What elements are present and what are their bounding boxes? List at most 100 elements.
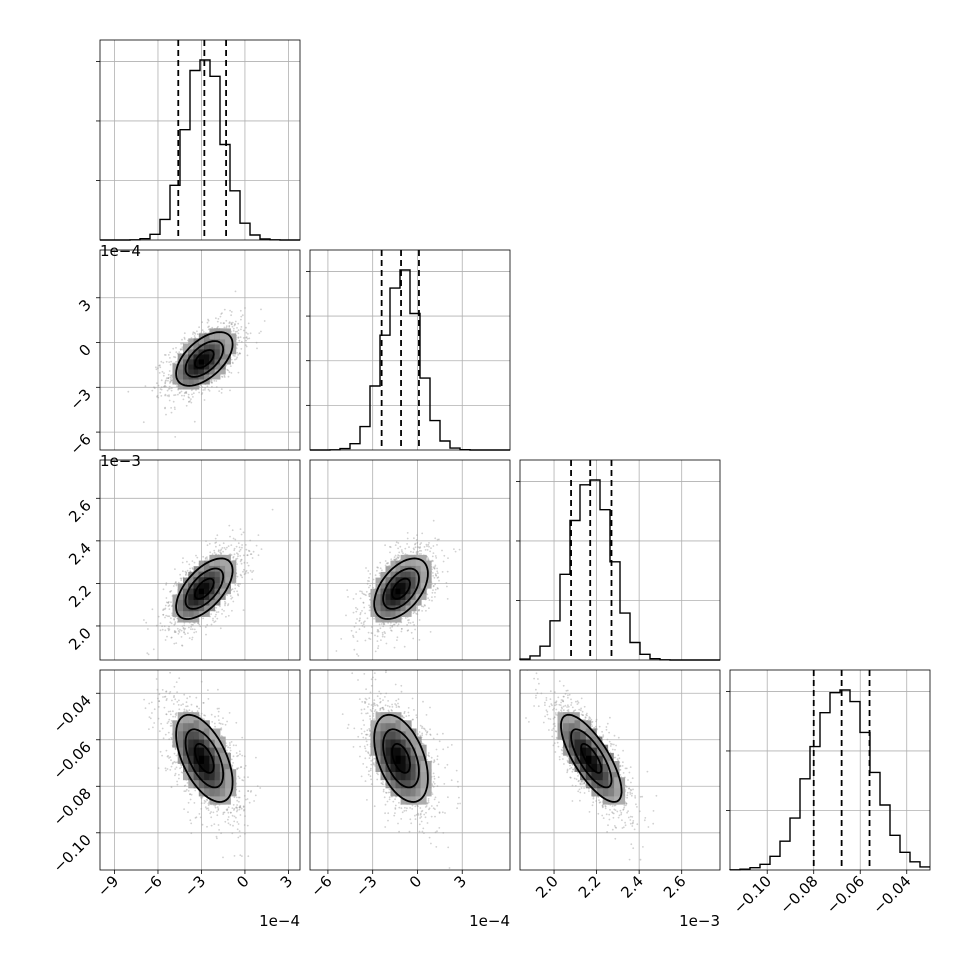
sample-point: [164, 639, 167, 641]
sample-point: [199, 625, 202, 628]
sample-point: [395, 541, 398, 544]
sample-point: [418, 549, 421, 552]
sample-point: [165, 377, 168, 380]
sample-point: [181, 644, 183, 647]
sample-point: [434, 591, 436, 594]
sample-point: [355, 631, 358, 633]
sample-point: [182, 398, 185, 401]
sample-point: [377, 629, 380, 632]
sample-point: [415, 550, 418, 553]
panel-1-0: [99, 249, 301, 451]
sample-point: [234, 290, 237, 293]
sample-point: [238, 339, 241, 342]
sample-point: [168, 385, 171, 388]
sample-point: [170, 636, 173, 639]
sample-point: [168, 387, 171, 390]
sample-point: [218, 719, 220, 721]
sample-point: [191, 628, 194, 631]
sample-point: [164, 393, 167, 396]
sample-point: [370, 632, 373, 634]
sample-point: [169, 382, 171, 384]
sample-point: [215, 553, 218, 556]
sample-point: [169, 379, 172, 381]
sample-point: [413, 548, 415, 551]
sample-point: [363, 626, 366, 628]
sample-point: [163, 385, 165, 388]
sample-point: [206, 558, 209, 560]
sample-point: [198, 714, 201, 717]
sample-point: [148, 728, 150, 730]
sample-point: [236, 590, 239, 593]
sample-point: [163, 608, 166, 611]
sample-point: [167, 627, 170, 630]
sample-point: [376, 566, 379, 569]
sample-point: [234, 584, 237, 586]
sample-point: [220, 727, 223, 730]
sample-point: [168, 615, 171, 618]
sample-point: [227, 375, 230, 378]
sample-point: [190, 389, 193, 392]
sample-point: [435, 574, 438, 577]
sample-point: [434, 583, 436, 586]
sample-point: [148, 702, 151, 705]
sample-point: [240, 574, 243, 577]
sample-point: [223, 376, 226, 378]
sample-point: [210, 613, 213, 615]
sample-point: [434, 588, 437, 591]
sample-point: [260, 548, 263, 550]
sample-point: [181, 625, 184, 627]
sample-point: [219, 551, 222, 554]
sample-point: [192, 331, 195, 334]
sample-point: [408, 619, 410, 621]
sample-point: [446, 585, 448, 588]
sample-point: [170, 622, 173, 625]
sample-point: [201, 321, 204, 324]
sample-point: [379, 567, 382, 570]
sample-point: [175, 581, 177, 583]
sample-point: [230, 323, 233, 326]
sample-point: [239, 854, 242, 857]
sample-point: [217, 688, 219, 691]
sample-point: [188, 563, 191, 566]
sample-point: [229, 389, 231, 392]
sample-point: [396, 625, 399, 627]
sample-point: [215, 380, 218, 382]
sample-point: [177, 632, 180, 635]
sample-point: [417, 550, 420, 553]
sample-point: [193, 628, 196, 631]
sample-point: [407, 621, 410, 624]
sample-point: [379, 561, 382, 564]
sample-point: [412, 551, 415, 554]
sample-point: [173, 642, 176, 645]
sample-point: [194, 333, 197, 335]
sample-point: [362, 601, 365, 604]
sample-point: [381, 631, 384, 634]
sample-point: [431, 596, 433, 598]
sample-point: [181, 394, 183, 397]
sample-point: [383, 631, 386, 633]
sample-point: [193, 561, 196, 564]
sample-point: [166, 722, 169, 725]
sample-point: [225, 325, 228, 327]
sample-point: [207, 388, 210, 391]
sample-point: [180, 629, 183, 632]
sample-point: [164, 380, 167, 383]
sample-point: [174, 408, 176, 410]
sample-point: [206, 385, 209, 388]
sample-point: [223, 547, 226, 549]
contour-line: [184, 340, 225, 378]
sample-point: [183, 710, 186, 713]
sample-point: [233, 549, 236, 552]
sample-point: [242, 337, 245, 339]
sample-point: [170, 379, 173, 382]
sample-point: [175, 385, 178, 387]
sample-point: [174, 356, 177, 359]
sample-point: [217, 809, 220, 811]
axes-frame: [99, 459, 301, 661]
sample-point: [237, 336, 240, 339]
sample-point: [257, 534, 260, 536]
sample-point: [164, 629, 167, 632]
sample-point: [432, 584, 435, 587]
sample-point: [216, 810, 218, 813]
